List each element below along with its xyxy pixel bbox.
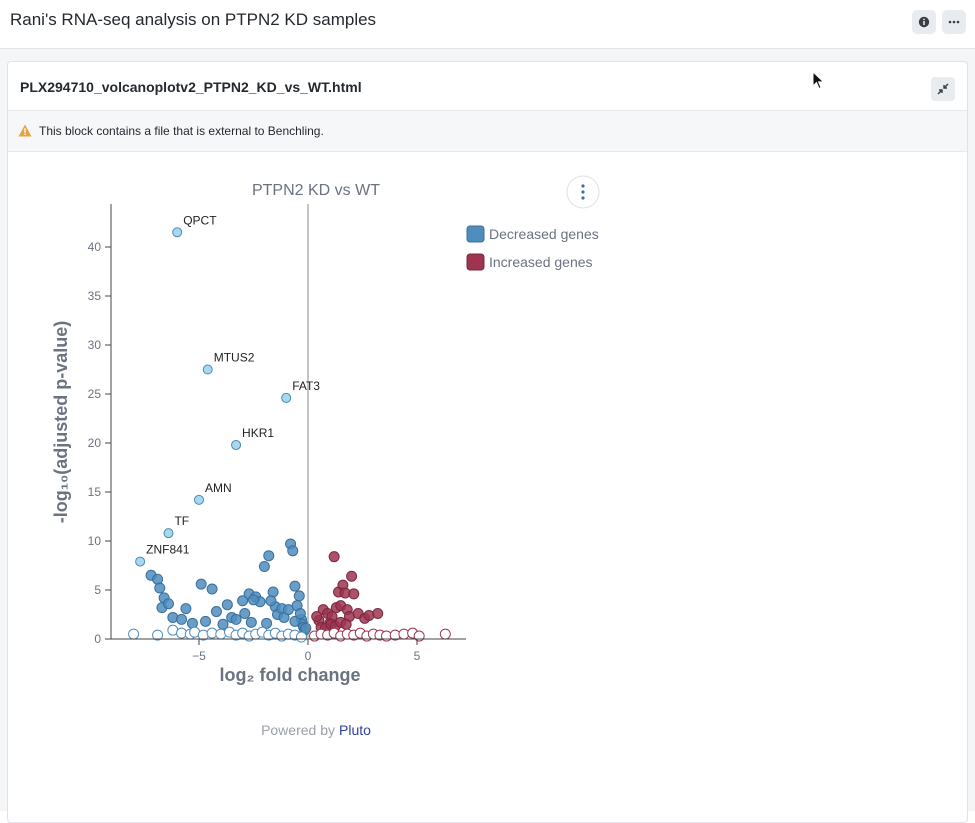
data-point[interactable] <box>195 578 207 590</box>
data-point[interactable] <box>289 615 301 627</box>
gene-labels: QPCT MTUS2 FAT3 HKR1 AMN TF ZNF841 <box>135 213 320 567</box>
data-point[interactable] <box>348 588 360 600</box>
more-horizontal-icon <box>948 20 960 24</box>
data-point[interactable] <box>239 608 251 620</box>
legend-swatch-increased <box>466 253 485 271</box>
mouse-cursor-icon <box>812 71 825 90</box>
data-point[interactable] <box>294 608 306 620</box>
y-tick-label: 25 <box>88 387 102 401</box>
external-file-warning: This block contains a file that is exter… <box>8 111 967 152</box>
data-point[interactable] <box>287 545 299 557</box>
more-vertical-icon <box>581 184 585 200</box>
data-point[interactable] <box>200 615 212 627</box>
data-point[interactable] <box>295 631 307 643</box>
points-layer <box>128 538 451 643</box>
data-point[interactable] <box>439 628 451 640</box>
labeled-point[interactable] <box>172 227 183 238</box>
legend-label-increased: Increased genes <box>489 254 593 270</box>
data-point[interactable] <box>261 617 273 629</box>
data-point[interactable] <box>265 595 277 607</box>
page-title: Rani's RNA-seq analysis on PTPN2 KD samp… <box>10 10 377 29</box>
data-point[interactable] <box>180 603 192 615</box>
page-header: Rani's RNA-seq analysis on PTPN2 KD samp… <box>0 0 975 49</box>
data-point[interactable] <box>372 608 384 620</box>
legend: Decreased genes Increased genes <box>466 225 599 271</box>
data-point[interactable] <box>206 583 218 595</box>
warning-text: This block contains a file that is exter… <box>39 124 324 138</box>
file-name: PLX294710_volcanoplotv2_PTPN2_KD_vs_WT.h… <box>20 79 362 95</box>
data-point[interactable] <box>293 590 305 602</box>
data-point[interactable] <box>248 594 259 606</box>
data-point[interactable] <box>413 630 425 642</box>
y-tick-label: 5 <box>94 583 101 597</box>
data-point[interactable] <box>289 580 301 592</box>
gene-label: ZNF841 <box>146 543 190 557</box>
pluto-link[interactable]: Pluto <box>339 722 371 738</box>
x-axis-label: log₂ fold change <box>220 665 361 685</box>
data-point[interactable] <box>237 595 249 607</box>
data-point[interactable] <box>230 613 242 625</box>
collapse-button[interactable] <box>931 77 955 101</box>
labeled-point[interactable] <box>281 392 292 403</box>
labeled-point[interactable] <box>202 364 213 375</box>
y-axis-label: -log₁₀(adjusted p-value) <box>51 321 71 524</box>
info-button[interactable] <box>912 10 936 34</box>
more-options-button[interactable] <box>942 10 966 34</box>
gene-label: AMN <box>205 481 232 495</box>
data-point[interactable] <box>346 570 358 582</box>
gene-label: MTUS2 <box>214 351 255 365</box>
data-point[interactable] <box>128 628 140 640</box>
warning-triangle-icon <box>18 124 32 137</box>
y-tick-label: 30 <box>88 338 102 352</box>
x-ticks: −5 0 5 <box>192 639 421 663</box>
legend-swatch-decreased <box>466 225 485 243</box>
y-tick-label: 10 <box>88 534 102 548</box>
x-tick-label: 5 <box>414 649 421 663</box>
data-point[interactable] <box>210 606 222 618</box>
powered-by-text: Powered by <box>261 722 335 738</box>
powered-by: Powered by Pluto <box>261 722 371 738</box>
file-block: PLX294710_volcanoplotv2_PTPN2_KD_vs_WT.h… <box>7 61 968 823</box>
data-point[interactable] <box>328 551 340 563</box>
collapse-arrows-icon <box>937 83 949 95</box>
y-tick-label: 40 <box>88 240 102 254</box>
y-tick-label: 35 <box>88 289 102 303</box>
data-point[interactable] <box>176 613 188 625</box>
data-point[interactable] <box>258 560 270 572</box>
labeled-point[interactable] <box>135 556 146 567</box>
labeled-point[interactable] <box>231 439 242 450</box>
chart-menu-button[interactable] <box>566 175 600 209</box>
y-tick-label: 0 <box>94 632 101 646</box>
data-point[interactable] <box>263 550 275 562</box>
gene-label: QPCT <box>183 213 217 227</box>
file-block-header: PLX294710_volcanoplotv2_PTPN2_KD_vs_WT.h… <box>8 62 967 111</box>
gene-label: HKR1 <box>242 426 274 440</box>
data-point[interactable] <box>311 610 323 622</box>
data-point[interactable] <box>152 629 164 641</box>
data-point[interactable] <box>340 618 352 630</box>
info-icon <box>918 16 930 28</box>
legend-label-decreased: Decreased genes <box>489 226 599 242</box>
y-ticks: 0 5 10 15 20 25 30 35 40 <box>88 240 111 646</box>
gene-label: TF <box>174 514 189 528</box>
x-tick-label: 0 <box>305 649 312 663</box>
data-point[interactable] <box>245 616 257 628</box>
x-tick-label: −5 <box>192 649 206 663</box>
gene-label: FAT3 <box>292 379 320 393</box>
labeled-point[interactable] <box>163 528 174 539</box>
data-point[interactable] <box>162 598 174 610</box>
labeled-point[interactable] <box>194 494 204 505</box>
chart-title: PTPN2 KD vs WT <box>252 182 380 199</box>
y-tick-label: 15 <box>88 485 102 499</box>
data-point[interactable] <box>154 582 166 594</box>
data-point[interactable] <box>221 599 233 611</box>
y-tick-label: 20 <box>88 436 102 450</box>
